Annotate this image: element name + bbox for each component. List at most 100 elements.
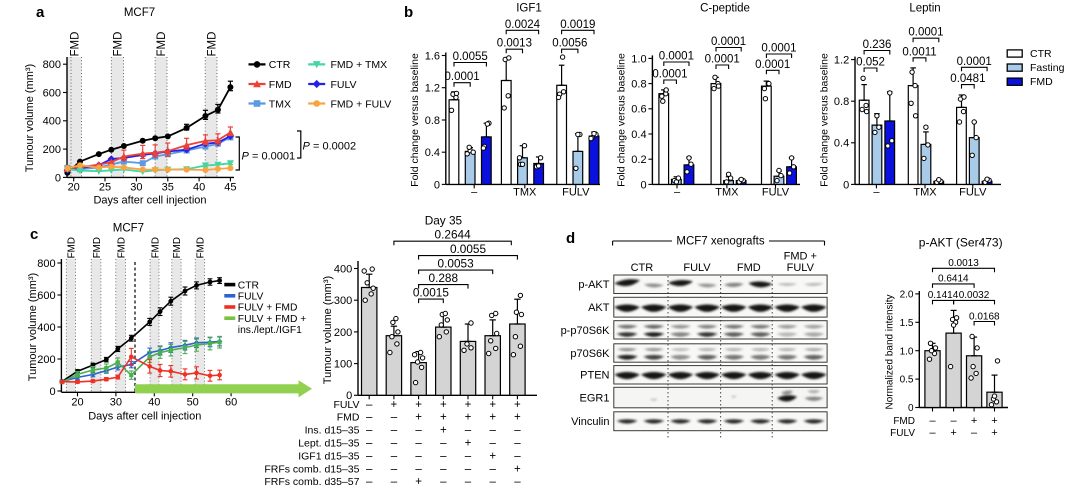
svg-text:0.0001: 0.0001	[761, 43, 796, 55]
svg-text:–: –	[366, 412, 373, 424]
svg-text:–: –	[366, 476, 373, 488]
svg-text:–: –	[415, 425, 422, 437]
svg-text:+: +	[514, 399, 521, 411]
svg-text:MCF7 xenografts: MCF7 xenografts	[676, 236, 764, 248]
svg-text:FMD: FMD	[893, 416, 915, 427]
svg-text:–: –	[391, 425, 398, 437]
svg-text:+: +	[465, 412, 472, 424]
svg-text:+: +	[991, 427, 997, 439]
svg-text:ins./lept./IGF1: ins./lept./IGF1	[238, 325, 302, 336]
svg-text:0.236: 0.236	[863, 39, 892, 51]
svg-text:P: P	[303, 141, 311, 153]
svg-text:FMD: FMD	[172, 237, 183, 258]
svg-text:+: +	[465, 399, 472, 411]
svg-text:Normalized band intensity: Normalized band intensity	[885, 294, 896, 409]
svg-text:Lept. d15–35: Lept. d15–35	[298, 438, 359, 450]
svg-text:CTR: CTR	[238, 280, 259, 291]
svg-text:1.2: 1.2	[834, 55, 849, 67]
svg-text:0.4: 0.4	[834, 138, 849, 150]
svg-text:1.0: 1.0	[631, 53, 646, 65]
svg-text:0.0001: 0.0001	[957, 56, 992, 68]
svg-text:–: –	[514, 450, 521, 462]
svg-text:–: –	[929, 415, 936, 427]
svg-text:a: a	[36, 4, 45, 21]
svg-text:–: –	[366, 463, 373, 475]
svg-text:FULV: FULV	[787, 262, 815, 274]
svg-text:MCF7: MCF7	[124, 7, 155, 19]
svg-text:0.0001: 0.0001	[755, 59, 790, 71]
svg-text:0.2: 0.2	[631, 154, 646, 166]
svg-text:–: –	[471, 187, 478, 199]
svg-text:–: –	[951, 415, 958, 427]
svg-text:Ins. d15–35: Ins. d15–35	[305, 425, 360, 437]
svg-text:FULV: FULV	[683, 262, 711, 274]
svg-text:+: +	[489, 412, 496, 424]
svg-text:FULV: FULV	[238, 292, 264, 303]
svg-text:0.0001: 0.0001	[445, 71, 480, 83]
svg-text:0.0056: 0.0056	[552, 38, 587, 50]
svg-text:–: –	[489, 463, 496, 475]
svg-text:–: –	[366, 425, 373, 437]
svg-text:200: 200	[334, 327, 352, 339]
svg-text:b: b	[404, 4, 413, 21]
svg-text:0: 0	[49, 386, 55, 398]
svg-text:+: +	[440, 412, 447, 424]
svg-text:–: –	[465, 450, 472, 462]
svg-text:TMX: TMX	[269, 98, 291, 110]
svg-text:1.2: 1.2	[425, 83, 440, 95]
svg-text:TMX: TMX	[913, 187, 937, 199]
svg-text:= 0.0001: = 0.0001	[252, 151, 295, 163]
svg-text:–: –	[415, 438, 422, 450]
svg-text:Tumour volume (mm³): Tumour volume (mm³)	[24, 64, 36, 172]
svg-text:100: 100	[334, 359, 352, 371]
svg-text:–: –	[391, 463, 398, 475]
svg-text:0: 0	[908, 403, 914, 414]
svg-text:0.0001: 0.0001	[705, 54, 740, 66]
svg-text:Tumour volume (mm³): Tumour volume (mm³)	[27, 273, 39, 381]
svg-text:FULV: FULV	[562, 187, 590, 199]
svg-text:p70S6K: p70S6K	[570, 348, 610, 360]
svg-text:Days after cell injection: Days after cell injection	[93, 195, 206, 207]
svg-text:–: –	[391, 476, 398, 488]
svg-text:–: –	[366, 399, 373, 411]
svg-text:–: –	[391, 450, 398, 462]
svg-text:FMD: FMD	[206, 32, 218, 57]
svg-text:MCF7: MCF7	[113, 223, 144, 235]
svg-text:FMD: FMD	[196, 237, 207, 258]
svg-text:C-peptide: C-peptide	[700, 3, 750, 15]
svg-text:0.2644: 0.2644	[435, 228, 472, 242]
svg-text:800: 800	[43, 59, 61, 71]
svg-text:400: 400	[43, 116, 61, 128]
svg-text:+: +	[391, 399, 398, 411]
svg-text:40: 40	[193, 182, 205, 194]
svg-text:–: –	[971, 427, 978, 439]
svg-text:FMD: FMD	[337, 412, 360, 424]
svg-text:+: +	[415, 399, 422, 411]
svg-text:Fold change versus baseline: Fold change versus baseline	[819, 53, 831, 187]
svg-text:–: –	[440, 463, 447, 475]
svg-text:35: 35	[162, 182, 174, 194]
svg-text:FMD + FULV: FMD + FULV	[331, 98, 392, 110]
svg-text:0.0001: 0.0001	[652, 69, 687, 81]
svg-text:0: 0	[55, 172, 61, 184]
svg-text:–: –	[514, 438, 521, 450]
svg-text:FMD: FMD	[156, 32, 168, 57]
svg-text:FMD: FMD	[117, 237, 128, 258]
svg-text:50: 50	[187, 397, 199, 409]
svg-text:TMX: TMX	[715, 187, 739, 199]
svg-text:–: –	[415, 450, 422, 462]
svg-text:p-AKT (Ser473): p-AKT (Ser473)	[919, 236, 1003, 250]
svg-text:FULV: FULV	[762, 187, 790, 199]
svg-text:Tumour volume (mm³): Tumour volume (mm³)	[322, 276, 334, 384]
svg-text:25: 25	[99, 182, 111, 194]
svg-text:–: –	[366, 450, 373, 462]
svg-text:0.6: 0.6	[631, 104, 646, 116]
svg-text:0.8: 0.8	[834, 96, 849, 108]
svg-text:+: +	[514, 412, 521, 424]
svg-text:40: 40	[148, 397, 160, 409]
svg-text:AKT: AKT	[588, 302, 610, 314]
svg-text:CTR: CTR	[1030, 48, 1052, 60]
svg-text:+: +	[440, 425, 447, 437]
svg-text:+: +	[489, 450, 496, 462]
svg-text:0.0013: 0.0013	[948, 258, 979, 269]
